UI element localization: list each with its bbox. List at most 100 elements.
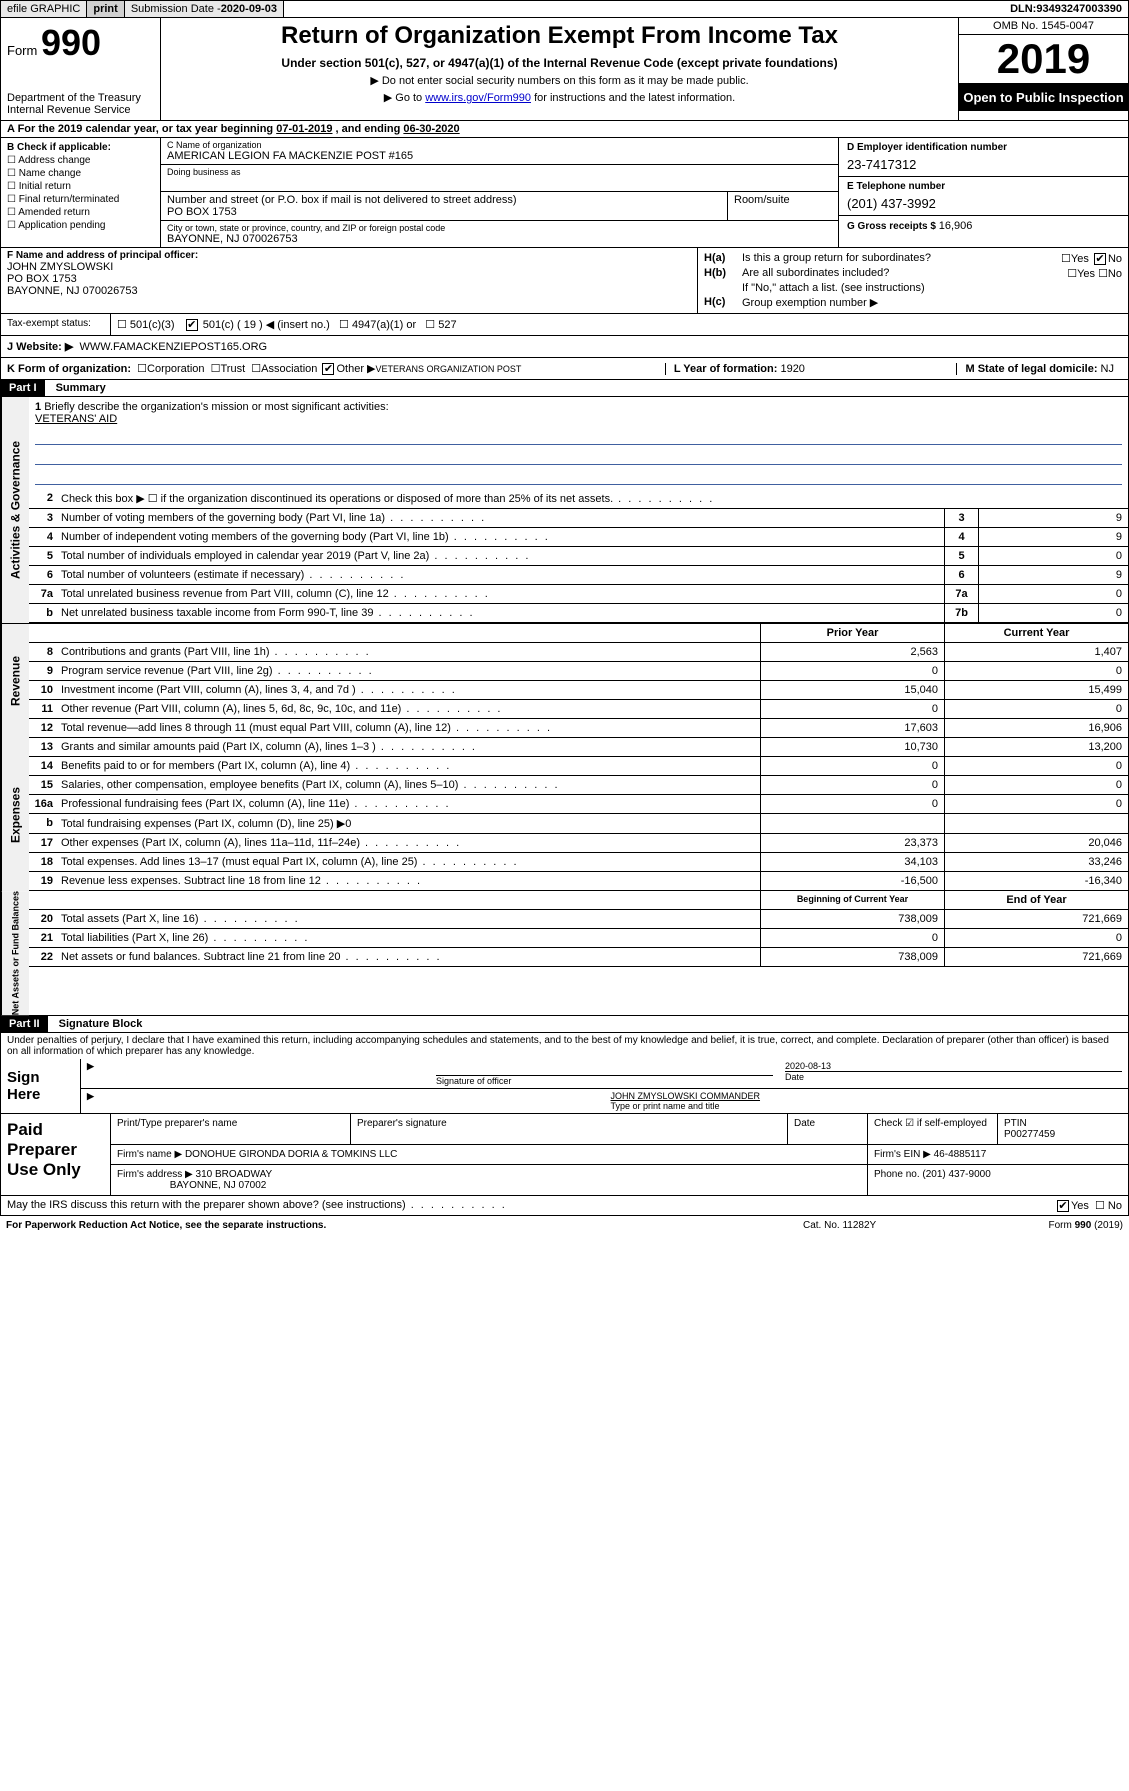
sig-date: 2020-08-13: [785, 1061, 1122, 1071]
subtitle-2: ▶ Do not enter social security numbers o…: [167, 74, 952, 87]
form-title: Return of Organization Exempt From Incom…: [167, 22, 952, 50]
l-year: L Year of formation: 1920: [665, 363, 813, 375]
org-city: BAYONNE, NJ 070026753: [167, 233, 832, 245]
k-corp: Corporation: [147, 363, 204, 375]
opt-initial-return[interactable]: ☐ Initial return: [7, 181, 154, 192]
col-current: Current Year: [944, 624, 1128, 642]
prep-h2: Preparer's signature: [351, 1114, 788, 1144]
gov-row: 3Number of voting members of the governi…: [29, 509, 1128, 528]
data-row: 8Contributions and grants (Part VIII, li…: [29, 643, 1128, 662]
addr-label: Number and street (or P.O. box if mail i…: [167, 194, 721, 206]
mission-block: 1 Briefly describe the organization's mi…: [29, 397, 1128, 489]
m-state: M State of legal domicile: NJ: [956, 363, 1122, 375]
k-other-label: Other ▶: [336, 362, 375, 375]
data-row: 13Grants and similar amounts paid (Part …: [29, 738, 1128, 757]
subtitle-1: Under section 501(c), 527, or 4947(a)(1)…: [167, 56, 952, 70]
gov-row: 7aTotal unrelated business revenue from …: [29, 585, 1128, 604]
tel-label: E Telephone number: [847, 181, 1120, 192]
opt-final-return[interactable]: ☐ Final return/terminated: [7, 194, 154, 205]
data-row: 22Net assets or fund balances. Subtract …: [29, 948, 1128, 967]
form-number: 990: [41, 22, 101, 63]
hc-text: Group exemption number ▶: [742, 296, 1122, 309]
hb-key: H(b): [704, 267, 742, 280]
data-row: 17Other expenses (Part IX, column (A), l…: [29, 834, 1128, 853]
data-row: 18Total expenses. Add lines 13–17 (must …: [29, 853, 1128, 872]
period-end: 06-30-2020: [403, 123, 459, 135]
section-governance: Activities & Governance 1 Briefly descri…: [0, 397, 1129, 623]
city-label: City or town, state or province, country…: [167, 223, 832, 233]
part2-header: Part II Signature Block: [0, 1016, 1129, 1033]
part1-header: Part I Summary: [0, 380, 1129, 397]
col-begin: Beginning of Current Year: [760, 891, 944, 909]
section-expenses: Expenses 13Grants and similar amounts pa…: [0, 738, 1129, 891]
header-right: OMB No. 1545-0047 2019 Open to Public In…: [958, 18, 1128, 120]
ha-answer: ☐Yes No: [1022, 252, 1122, 265]
print-button[interactable]: print: [87, 1, 124, 17]
entity-block: B Check if applicable: ☐ Address change …: [0, 138, 1129, 248]
col-end: End of Year: [944, 891, 1128, 909]
side-netassets: Net Assets or Fund Balances: [1, 891, 29, 1015]
entity-right: D Employer identification number 23-7417…: [838, 138, 1128, 247]
sig-name-label: Type or print name and title: [611, 1101, 1123, 1111]
gross-value: 16,906: [939, 220, 973, 232]
part2-title: Signature Block: [51, 1016, 151, 1032]
ha-key: H(a): [704, 252, 742, 265]
part1-label: Part I: [1, 380, 45, 396]
form-header: Form 990 Department of the Treasury Inte…: [0, 18, 1129, 121]
instructions-link[interactable]: www.irs.gov/Form990: [425, 92, 531, 104]
te-527: 527: [438, 319, 456, 331]
data-row: bTotal fundraising expenses (Part IX, co…: [29, 814, 1128, 834]
side-expenses: Expenses: [1, 738, 29, 891]
k-label: K Form of organization:: [7, 363, 131, 375]
perjury-statement: Under penalties of perjury, I declare th…: [0, 1033, 1129, 1059]
k-trust: Trust: [221, 363, 246, 375]
data-row: 20Total assets (Part X, line 16)738,0097…: [29, 910, 1128, 929]
dept-label: Department of the Treasury Internal Reve…: [7, 92, 154, 116]
te-options: ☐ 501(c)(3) 501(c) ( 19 ) ◀ (insert no.)…: [111, 314, 1128, 335]
opt-name-change[interactable]: ☐ Name change: [7, 168, 154, 179]
website-value: WWW.FAMACKENZIEPOST165.ORG: [79, 341, 267, 353]
data-row: 10Investment income (Part VIII, column (…: [29, 681, 1128, 700]
k-assoc: Association: [261, 363, 317, 375]
gov-row: 4Number of independent voting members of…: [29, 528, 1128, 547]
opt-application-pending[interactable]: ☐ Application pending: [7, 220, 154, 231]
efile-label: efile GRAPHIC: [1, 1, 87, 17]
gov-row: 6Total number of volunteers (estimate if…: [29, 566, 1128, 585]
form-label: Form: [7, 43, 37, 58]
principal-officer: F Name and address of principal officer:…: [1, 248, 698, 313]
opt-amended-return[interactable]: ☐ Amended return: [7, 207, 154, 218]
omb-number: OMB No. 1545-0047: [959, 18, 1128, 35]
form-org-row: K Form of organization: ☐ Corporation ☐ …: [0, 358, 1129, 380]
room-label: Room/suite: [734, 194, 832, 206]
prep-firm: Firm's name ▶ DONOHUE GIRONDA DORIA & TO…: [111, 1145, 868, 1164]
k-other-value: VETERANS ORGANIZATION POST: [376, 364, 522, 374]
ha-text: Is this a group return for subordinates?: [742, 252, 1022, 265]
part2-label: Part II: [1, 1016, 48, 1032]
opt-address-change[interactable]: ☐ Address change: [7, 155, 154, 166]
top-bar: efile GRAPHIC print Submission Date - 20…: [0, 0, 1129, 18]
subtitle-3: ▶ Go to www.irs.gov/Form990 for instruct…: [167, 91, 952, 104]
sign-here-label: Sign Here: [1, 1059, 81, 1113]
hc-key: H(c): [704, 296, 742, 309]
signature-block: Sign Here Signature of officer 2020-08-1…: [0, 1059, 1129, 1114]
check-if-applicable: B Check if applicable: ☐ Address change …: [1, 138, 161, 247]
data-row: 9Program service revenue (Part VIII, lin…: [29, 662, 1128, 681]
prep-h3: Date: [788, 1114, 868, 1144]
data-row: 14Benefits paid to or for members (Part …: [29, 757, 1128, 776]
tax-year: 2019: [959, 35, 1128, 84]
org-address: PO BOX 1753: [167, 206, 721, 218]
dln-value: 93493247003390: [1036, 3, 1122, 15]
entity-mid: C Name of organization AMERICAN LEGION F…: [161, 138, 838, 247]
subdate-label: Submission Date -: [131, 3, 221, 15]
footer-pra: For Paperwork Reduction Act Notice, see …: [6, 1220, 803, 1231]
data-row: 16aProfessional fundraising fees (Part I…: [29, 795, 1128, 814]
data-row: 21Total liabilities (Part X, line 26)00: [29, 929, 1128, 948]
te-4947: 4947(a)(1) or: [352, 319, 416, 331]
data-row: 15Salaries, other compensation, employee…: [29, 776, 1128, 795]
side-governance: Activities & Governance: [1, 397, 29, 623]
dln-label: DLN:: [1010, 3, 1036, 15]
mission-text: VETERANS' AID: [35, 413, 117, 425]
website-row: J Website: ▶ WWW.FAMACKENZIEPOST165.ORG: [0, 336, 1129, 358]
gov-row: 5Total number of individuals employed in…: [29, 547, 1128, 566]
tel-value: (201) 437-3992: [847, 196, 1120, 211]
